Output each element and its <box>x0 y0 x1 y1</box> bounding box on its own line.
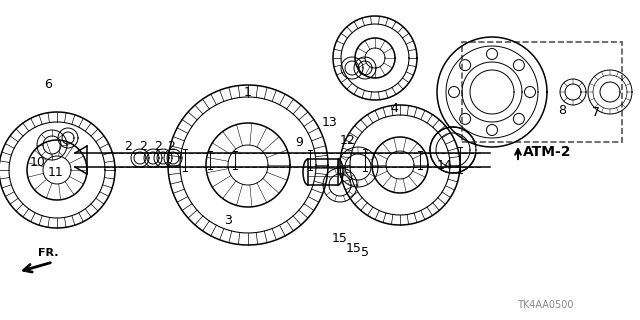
Text: 13: 13 <box>322 116 338 129</box>
Text: 2: 2 <box>139 140 147 153</box>
Bar <box>462 42 622 142</box>
Text: 2: 2 <box>124 140 132 153</box>
Text: TK4AA0500: TK4AA0500 <box>516 300 573 310</box>
Text: 15: 15 <box>332 231 348 244</box>
Text: 8: 8 <box>558 103 566 116</box>
Text: 7: 7 <box>592 106 600 118</box>
Text: 5: 5 <box>361 245 369 259</box>
Text: 1: 1 <box>244 85 252 99</box>
Text: 2: 2 <box>154 140 162 153</box>
Text: 2: 2 <box>167 140 175 153</box>
Text: 15: 15 <box>346 242 362 254</box>
Text: 11: 11 <box>48 165 64 179</box>
Text: FR.: FR. <box>38 248 58 258</box>
Text: 14: 14 <box>437 158 453 172</box>
Text: 6: 6 <box>44 77 52 91</box>
Text: ATM-2: ATM-2 <box>523 145 572 159</box>
Text: 3: 3 <box>224 213 232 227</box>
Text: 10: 10 <box>30 156 46 169</box>
Text: 9: 9 <box>295 135 303 148</box>
Text: 12: 12 <box>340 133 356 147</box>
Text: 4: 4 <box>390 101 398 115</box>
